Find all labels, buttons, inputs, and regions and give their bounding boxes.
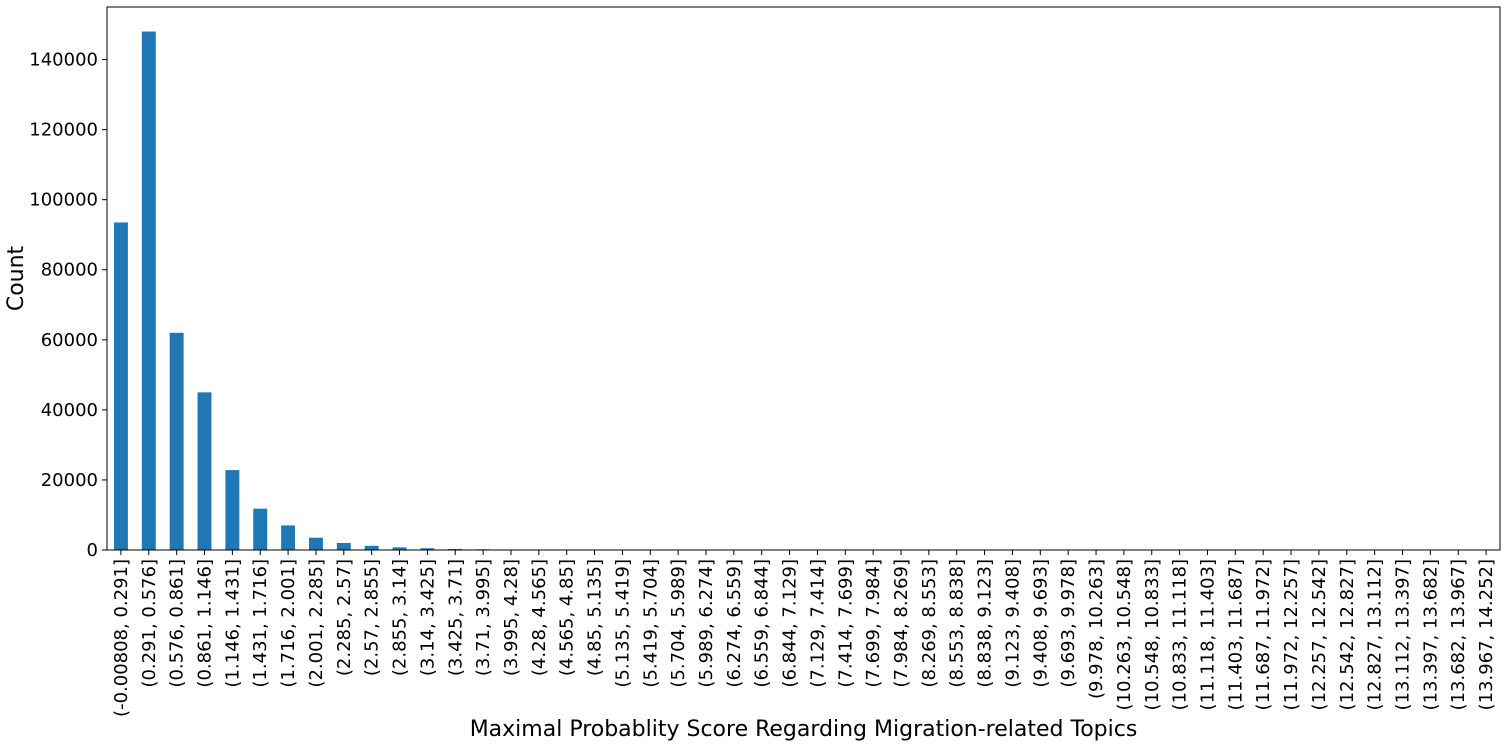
x-tick-label: (1.146, 1.431] [222,559,243,688]
x-tick-label: (2.855, 3.14] [390,559,411,676]
x-tick-label: (0.576, 0.861] [167,559,188,688]
x-tick-label: (8.269, 8.553] [919,559,940,688]
x-tick-label: (9.978, 10.263] [1086,559,1107,699]
x-tick-label: (4.28, 4.565] [529,559,550,676]
x-tick-label: (11.687, 11.972] [1253,559,1274,710]
x-tick-label: (2.57, 2.855] [362,559,383,676]
x-tick-label: (11.118, 11.403] [1197,559,1218,710]
x-axis-ticks: (-0.00808, 0.291] (0.291, 0.576] (0.576, 0… [111,550,1497,717]
bar-2 [169,332,184,550]
y-tick-label: 120000 [29,120,98,141]
x-tick-label: (3.71, 3.995] [473,559,494,676]
x-tick-label: (0.291, 0.576] [139,559,160,688]
x-tick-label: (6.559, 6.844] [752,559,773,688]
x-tick-label: (9.408, 9.693] [1030,559,1051,688]
y-axis-ticks: 0 20000 40000 60000 80000 100000 120000 140000 [29,50,107,561]
y-tick-label: 60000 [41,330,98,351]
x-tick-label: (1.431, 1.716] [250,559,271,688]
x-tick-label: (0.861, 1.146] [195,559,216,688]
bar-1 [141,31,156,550]
bar-5 [253,508,268,550]
x-tick-label: (5.419, 5.704] [640,559,661,688]
x-tick-label: (7.129, 7.414] [807,559,828,688]
x-tick-label: (4.565, 4.85] [557,559,578,676]
x-tick-label: (4.85, 5.135] [585,559,606,676]
x-tick-label: (13.682, 13.967] [1448,559,1469,710]
plot-frame [106,6,1501,551]
x-tick-label: (1.716, 2.001] [278,559,299,688]
y-tick-label: 20000 [41,470,98,491]
x-tick-label: (5.989, 6.274] [696,559,717,688]
bar-10 [392,547,407,550]
bar-6 [281,525,296,550]
bar-8 [336,542,351,550]
y-tick-label: 140000 [29,50,98,71]
x-tick-label: (8.838, 9.123] [975,559,996,688]
x-tick-label: (3.425, 3.71] [445,559,466,676]
y-axis-label: Count [4,245,29,311]
x-tick-label: (12.542, 12.827] [1337,559,1358,710]
x-tick-label: (12.257, 12.542] [1309,559,1330,710]
y-tick-label: 0 [87,540,98,561]
bar-11 [420,548,435,550]
x-tick-label: (10.548, 10.833] [1142,559,1163,710]
x-tick-label: (2.285, 2.57] [334,559,355,676]
x-tick-label: (8.553, 8.838] [947,559,968,688]
bar-4 [225,470,240,550]
x-tick-label: (13.967, 14.252] [1476,559,1497,710]
x-tick-label: (5.704, 5.989] [668,559,689,688]
bar-9 [364,545,379,550]
x-tick-label: (11.403, 11.687] [1225,559,1246,710]
x-tick-label: (7.984, 8.269] [891,559,912,688]
x-tick-label: (12.827, 13.112] [1365,559,1386,710]
x-tick-label: (13.112, 13.397] [1392,559,1413,710]
x-axis-label: Maximal Probablity Score Regarding Migra… [470,717,1138,742]
x-tick-label: (10.833, 11.118] [1170,559,1191,710]
x-tick-label: (13.397, 13.682] [1420,559,1441,710]
x-tick-label: (7.414, 7.699] [835,559,856,688]
x-tick-label: (6.844, 7.129] [780,559,801,688]
x-tick-label: (11.972, 12.257] [1281,559,1302,710]
y-tick-label: 40000 [41,400,98,421]
x-tick-label: (9.693, 9.978] [1058,559,1079,688]
x-tick-label: (7.699, 7.984] [863,559,884,688]
x-tick-label: (9.123, 9.408] [1002,559,1023,688]
bars-group [113,31,964,550]
x-tick-label: (3.14, 3.425] [417,559,438,676]
x-tick-label: (-0.00808, 0.291] [111,559,132,717]
y-tick-label: 80000 [41,260,98,281]
y-tick-label: 100000 [29,190,98,211]
x-tick-label: (10.263, 10.548] [1114,559,1135,710]
bar-7 [308,537,323,550]
x-tick-label: (2.001, 2.285] [306,559,327,688]
x-tick-label: (5.135, 5.419] [612,559,633,688]
x-tick-label: (6.274, 6.559] [724,559,745,688]
bar-0 [113,222,128,550]
bar-12 [448,548,463,550]
bar-3 [197,392,212,550]
x-tick-label: (3.995, 4.28] [501,559,522,676]
